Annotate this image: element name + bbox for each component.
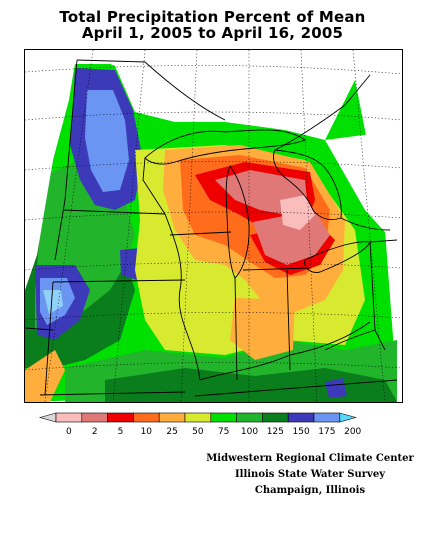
state-boundaries (25, 59, 398, 397)
precipitation-map (24, 49, 403, 403)
legend-tick-label: 25 (166, 427, 178, 437)
precip-zone-purple-south (325, 378, 347, 398)
legend-tick-label: 175 (318, 427, 336, 437)
precip-zone-sky-west (43, 290, 63, 314)
legend-tick-label: 10 (140, 427, 153, 437)
precip-zone-light-pink-2 (280, 195, 315, 230)
precip-zone-yellow-southwest (25, 350, 65, 402)
legend-swatch (107, 412, 134, 423)
legend-arrow-above (339, 412, 357, 423)
map-graticule (25, 50, 402, 402)
outside-domain-northeast (325, 130, 402, 250)
legend-swatch (158, 412, 186, 423)
legend-tick-label: 5 (117, 427, 124, 437)
legend-swatch (287, 412, 315, 423)
legend-arrow-below (38, 412, 57, 423)
legend-tick-label: 0 (66, 427, 72, 437)
credit-line-1: Midwestern Regional Climate Center (206, 453, 414, 464)
legend-tick-label: 2 (91, 427, 98, 437)
map-title: Total Precipitation Percent of Mean (59, 8, 366, 26)
legend-swatch (262, 412, 289, 423)
legend-tick-label: 50 (192, 427, 204, 437)
precip-zone-darkest-green-south (105, 368, 397, 402)
legend-swatch (236, 412, 263, 423)
precip-zone-orange-50-indiana (230, 298, 295, 360)
credit-line-2: Illinois State Water Survey (234, 469, 386, 480)
precip-zone-light-blue-northwest (85, 90, 129, 192)
legend-tick-label: 100 (240, 427, 259, 437)
legend-tick-label: 200 (344, 427, 362, 437)
legend-tick-label: 75 (217, 427, 230, 437)
precip-zone-pink-5-michigan (253, 210, 330, 265)
legend-swatch (81, 412, 108, 423)
legend-swatch (210, 412, 237, 423)
legend-swatch (184, 412, 212, 423)
color-scale-legend: 0 2 5 10 25 50 75 100 125 150 175 200 (36, 412, 386, 438)
legend-swatches (38, 412, 357, 423)
legend-swatch (55, 412, 83, 423)
legend-swatch (313, 412, 341, 423)
map-date-range: April 1, 2005 to April 16, 2005 (81, 24, 344, 42)
legend-tick-label: 125 (266, 427, 284, 437)
outside-domain-north (77, 50, 402, 140)
legend-swatch (133, 412, 160, 423)
outside-domain-northwest (25, 50, 77, 290)
legend-tick-label: 150 (292, 427, 310, 437)
credit-line-3: Champaign, Illinois (254, 485, 366, 496)
